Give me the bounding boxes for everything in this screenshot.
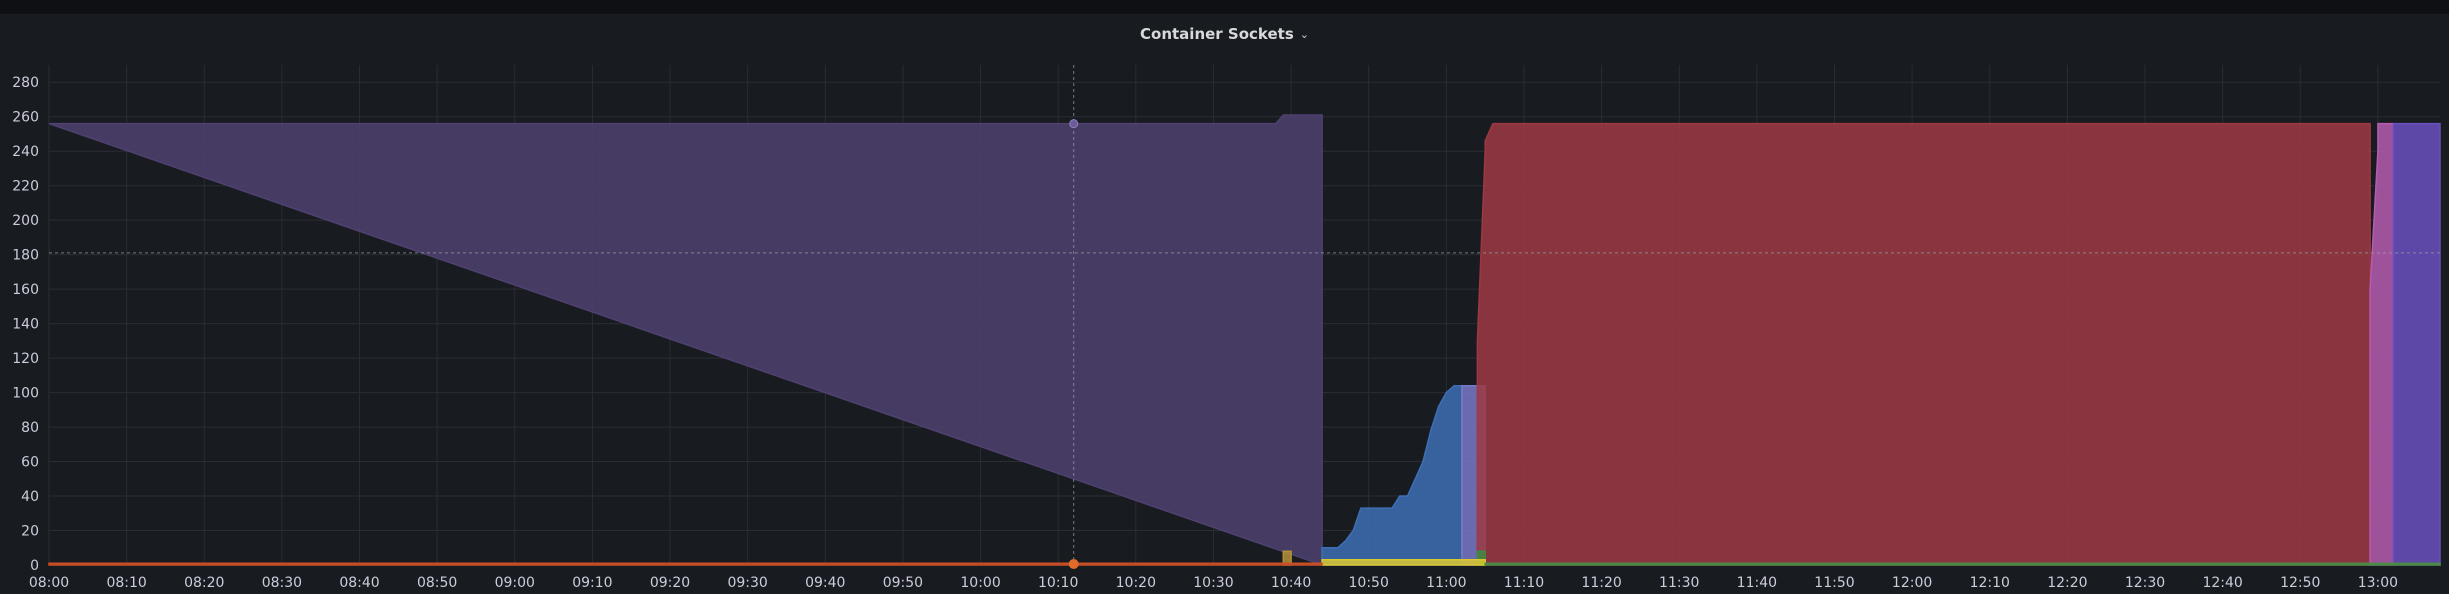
x-tick-label: 11:30 bbox=[1659, 575, 1699, 591]
x-tick-label: 12:10 bbox=[1970, 575, 2010, 591]
series-area-4 bbox=[2369, 122, 2395, 566]
x-axis: 08:00 08:10 08:20 08:30 08:40 08:50 09:00 09:10… bbox=[29, 575, 2398, 591]
y-tick-label: 180 bbox=[12, 248, 39, 264]
y-tick-label: 80 bbox=[21, 420, 39, 436]
y-tick-label: 0 bbox=[30, 558, 39, 574]
x-tick-label: 08:00 bbox=[29, 575, 69, 591]
x-tick-label: 09:40 bbox=[805, 575, 845, 591]
x-tick-label: 12:30 bbox=[2125, 575, 2165, 591]
x-tick-label: 09:20 bbox=[650, 575, 690, 591]
x-tick-label: 11:20 bbox=[1581, 575, 1621, 591]
hover-crosshair bbox=[49, 65, 2440, 569]
y-tick-label: 220 bbox=[12, 179, 39, 195]
x-tick-label: 09:00 bbox=[495, 575, 535, 591]
y-tick-label: 260 bbox=[12, 110, 39, 126]
x-tick-label: 11:10 bbox=[1504, 575, 1544, 591]
y-tick-label: 240 bbox=[12, 144, 39, 160]
y-tick-label: 60 bbox=[21, 455, 39, 471]
series-area-3 bbox=[1476, 122, 2371, 566]
y-tick-label: 20 bbox=[21, 524, 39, 540]
x-tick-label: 11:40 bbox=[1737, 575, 1777, 591]
series-area-1 bbox=[1321, 384, 1463, 566]
x-tick-label: 13:00 bbox=[2358, 575, 2398, 591]
y-tick-label: 200 bbox=[12, 213, 39, 229]
x-tick-label: 09:50 bbox=[883, 575, 923, 591]
x-tick-label: 10:00 bbox=[960, 575, 1000, 591]
hover-point-top bbox=[1069, 119, 1079, 129]
y-tick-label: 40 bbox=[21, 489, 39, 505]
y-tick-label: 160 bbox=[12, 282, 39, 298]
x-tick-label: 08:20 bbox=[184, 575, 224, 591]
x-tick-label: 12:20 bbox=[2047, 575, 2087, 591]
hover-point-bottom bbox=[1068, 559, 1079, 569]
x-tick-label: 08:50 bbox=[417, 575, 457, 591]
x-tick-label: 11:50 bbox=[1814, 575, 1854, 591]
x-tick-label: 09:10 bbox=[572, 575, 612, 591]
y-tick-label: 120 bbox=[12, 351, 39, 367]
x-tick-label: 10:50 bbox=[1349, 575, 1389, 591]
x-tick-label: 09:30 bbox=[727, 575, 767, 591]
chevron-down-icon[interactable]: ⌄ bbox=[1299, 27, 1309, 41]
x-tick-label: 10:40 bbox=[1271, 575, 1311, 591]
series-areas bbox=[48, 114, 2441, 567]
x-tick-label: 10:30 bbox=[1193, 575, 1233, 591]
top-strip bbox=[0, 0, 2449, 14]
series-area-0 bbox=[48, 114, 1323, 567]
x-tick-label: 11:00 bbox=[1426, 575, 1466, 591]
x-tick-label: 12:00 bbox=[1892, 575, 1932, 591]
x-tick-label: 08:10 bbox=[106, 575, 146, 591]
series-area-5 bbox=[2392, 122, 2441, 566]
y-tick-label: 280 bbox=[12, 75, 39, 91]
x-tick-label: 08:40 bbox=[339, 575, 379, 591]
x-tick-label: 10:20 bbox=[1116, 575, 1156, 591]
panel-header[interactable]: Container Sockets ⌄ bbox=[0, 14, 2449, 54]
series-area-8 bbox=[1321, 559, 1486, 566]
panel-title[interactable]: Container Sockets bbox=[1140, 25, 1294, 43]
x-tick-label: 10:10 bbox=[1038, 575, 1078, 591]
y-tick-label: 100 bbox=[12, 386, 39, 402]
x-tick-label: 08:30 bbox=[262, 575, 302, 591]
x-tick-label: 12:50 bbox=[2280, 575, 2320, 591]
series-area-10 bbox=[1484, 562, 2441, 566]
y-axis: 0 20 40 60 80 100 120 140 160 180 200 220 240 260 280 bbox=[12, 75, 39, 574]
y-tick-label: 140 bbox=[12, 317, 39, 333]
x-tick-label: 12:40 bbox=[2202, 575, 2242, 591]
series-area-9 bbox=[48, 562, 1323, 566]
